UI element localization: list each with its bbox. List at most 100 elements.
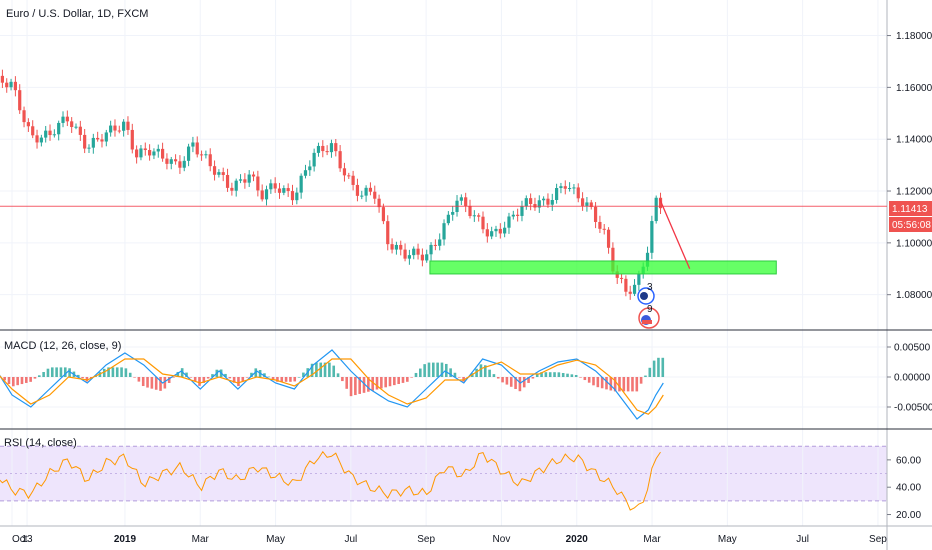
macd-histogram-bar [540, 372, 543, 377]
macd-tick-label: 0.00500 [894, 343, 931, 354]
macd-histogram-bar [371, 377, 374, 391]
macd-histogram-bar [475, 368, 478, 377]
macd-histogram-bar [535, 374, 539, 377]
macd-histogram-bar [63, 367, 67, 377]
macd-histogram-bar [557, 372, 561, 377]
candle-body [169, 159, 173, 164]
macd-histogram-bar [401, 377, 405, 383]
macd-histogram-bar [436, 362, 439, 377]
candle-body [230, 187, 234, 191]
candle-body [572, 187, 576, 189]
candle-body [619, 277, 624, 279]
macd-histogram-bar [328, 362, 331, 377]
macd-label: MACD (12, 26, close, 9) [4, 340, 121, 352]
candle-body [295, 192, 299, 201]
candle-body [96, 137, 100, 140]
macd-histogram-bar [228, 377, 232, 379]
rsi-pane [0, 450, 661, 511]
macd-histogram-bar [358, 377, 361, 394]
macd-histogram-bar [193, 377, 197, 382]
candle-body [589, 202, 593, 207]
candle-body [104, 132, 108, 142]
price-tick-label: 1.08000 [896, 290, 932, 301]
macd-histogram-bar [444, 363, 448, 377]
macd-histogram-bar [341, 377, 344, 382]
macd-histogram-bar [25, 377, 28, 383]
projection-line [658, 198, 691, 270]
macd-histogram-bar [514, 377, 517, 389]
macd-histogram-bar [124, 368, 128, 377]
candle-body [113, 125, 117, 131]
candle-body [303, 170, 308, 176]
macd-histogram-bar [302, 372, 305, 377]
macd-histogram-bar [107, 367, 110, 377]
candle-body [161, 148, 165, 159]
macd-histogram-bar [85, 377, 89, 382]
candle-body [381, 207, 386, 222]
candle-body [165, 158, 169, 164]
macd-histogram-bar [548, 372, 552, 377]
time-tick-label: Nov [493, 534, 511, 545]
candle-body [615, 271, 619, 278]
macd-histogram-bar [332, 365, 336, 377]
candle-body [416, 248, 420, 255]
macd-histogram-bar [289, 377, 292, 382]
macd-tick-label: 0.00000 [894, 373, 931, 384]
candle-body [342, 168, 347, 176]
candle-body [195, 142, 199, 155]
macd-histogram-bar [185, 372, 188, 377]
candle-body [364, 187, 368, 196]
macd-histogram-bar [587, 377, 591, 383]
candle-body [559, 186, 563, 189]
macd-histogram-bar [492, 374, 496, 377]
candle-body [148, 150, 152, 156]
candle-body [394, 244, 399, 250]
macd-histogram-bar [652, 360, 656, 377]
event-badge-3[interactable]: 3 [637, 282, 655, 305]
rsi-band [0, 446, 887, 501]
candle-body [74, 126, 78, 128]
macd-histogram-bar [518, 377, 522, 392]
candle-body [234, 180, 238, 191]
svg-text:3: 3 [647, 282, 653, 293]
macd-histogram-bar [661, 357, 665, 377]
time-tick-label: May [266, 534, 285, 545]
candle-body [606, 229, 611, 248]
candle-body [22, 110, 26, 123]
candle-body [459, 197, 463, 201]
support-zone[interactable] [429, 198, 777, 275]
price-axis[interactable]: 1.18000 1.16000 1.14000 1.12000 1.10000 1.080… [887, 31, 932, 521]
candle-body [420, 254, 424, 261]
rsi-label: RSI (14, close) [4, 437, 77, 449]
time-tick-label: Jul [344, 534, 357, 545]
macd-histogram-bar [232, 377, 236, 383]
macd-histogram-bar [566, 373, 569, 377]
macd-histogram-bar [102, 368, 106, 377]
macd-histogram-bar [315, 362, 318, 377]
candle-body [221, 172, 225, 175]
candle-body [429, 244, 433, 255]
macd-histogram-bar [483, 365, 487, 377]
candle-body [580, 198, 585, 206]
macd-histogram-bar [522, 377, 526, 388]
candle-body [485, 229, 489, 237]
event-badge-9[interactable]: 9 [638, 304, 660, 329]
price-tick-label: 1.16000 [896, 83, 932, 94]
macd-histogram-bar [163, 377, 167, 389]
candle-body [243, 179, 247, 183]
candle-body [61, 116, 65, 123]
candle-body [199, 154, 204, 156]
candle-body [225, 174, 230, 188]
candle-body [334, 143, 338, 152]
candle-body [338, 151, 342, 169]
candle-body [83, 134, 87, 149]
macd-histogram-bar [505, 377, 509, 385]
macd-histogram-bar [488, 369, 491, 377]
macd-histogram-bar [16, 377, 19, 386]
macd-histogram-bar [406, 377, 409, 382]
candle-body [442, 223, 446, 240]
macd-histogram-bar [553, 372, 556, 377]
macd-histogram-bar [68, 368, 71, 377]
